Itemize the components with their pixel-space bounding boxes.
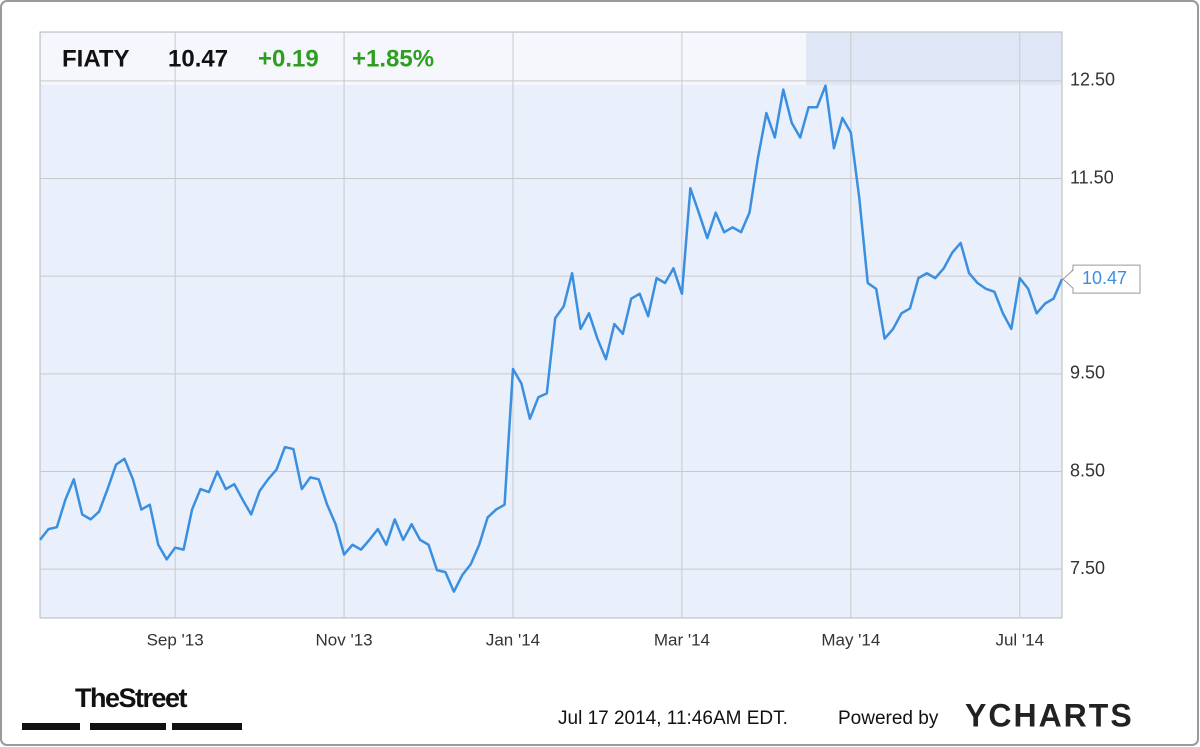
price-line <box>39 84 1064 593</box>
header-band <box>41 33 806 85</box>
y-tick-label: 12.50 <box>1070 70 1115 90</box>
ticker: FIATY <box>62 45 130 72</box>
logo-bar <box>90 723 166 730</box>
header-band-right <box>806 33 1061 85</box>
plot <box>39 84 1064 593</box>
plot-area <box>39 31 1063 619</box>
y-tick-label: 8.50 <box>1070 460 1105 480</box>
price: 10.47 <box>168 45 228 72</box>
x-tick-label: Nov '13 <box>316 630 373 649</box>
change-pct: +1.85% <box>352 45 434 72</box>
source-logo: TheStreet <box>75 683 188 713</box>
y-tick-label: 9.50 <box>1070 363 1105 383</box>
x-tick-label: Jan '14 <box>486 630 540 649</box>
logo-bar <box>22 723 80 730</box>
powered-by: Powered by <box>838 708 939 729</box>
last-value-label: 10.47 <box>1082 268 1127 288</box>
x-tick-label: Jul '14 <box>995 630 1044 649</box>
x-tick-label: Sep '13 <box>147 630 204 649</box>
y-tick-label: 7.50 <box>1070 558 1105 578</box>
last-value-callout <box>1062 264 1141 294</box>
timestamp: Jul 17 2014, 11:46AM EDT. <box>558 708 788 729</box>
brand-logo: YCHARTS <box>965 697 1134 733</box>
change: +0.19 <box>258 45 319 72</box>
y-tick-label: 11.50 <box>1070 167 1114 187</box>
x-tick-label: May '14 <box>821 630 880 649</box>
logo-bar <box>172 723 242 730</box>
grid <box>40 32 1062 618</box>
x-tick-label: Mar '14 <box>654 630 710 649</box>
